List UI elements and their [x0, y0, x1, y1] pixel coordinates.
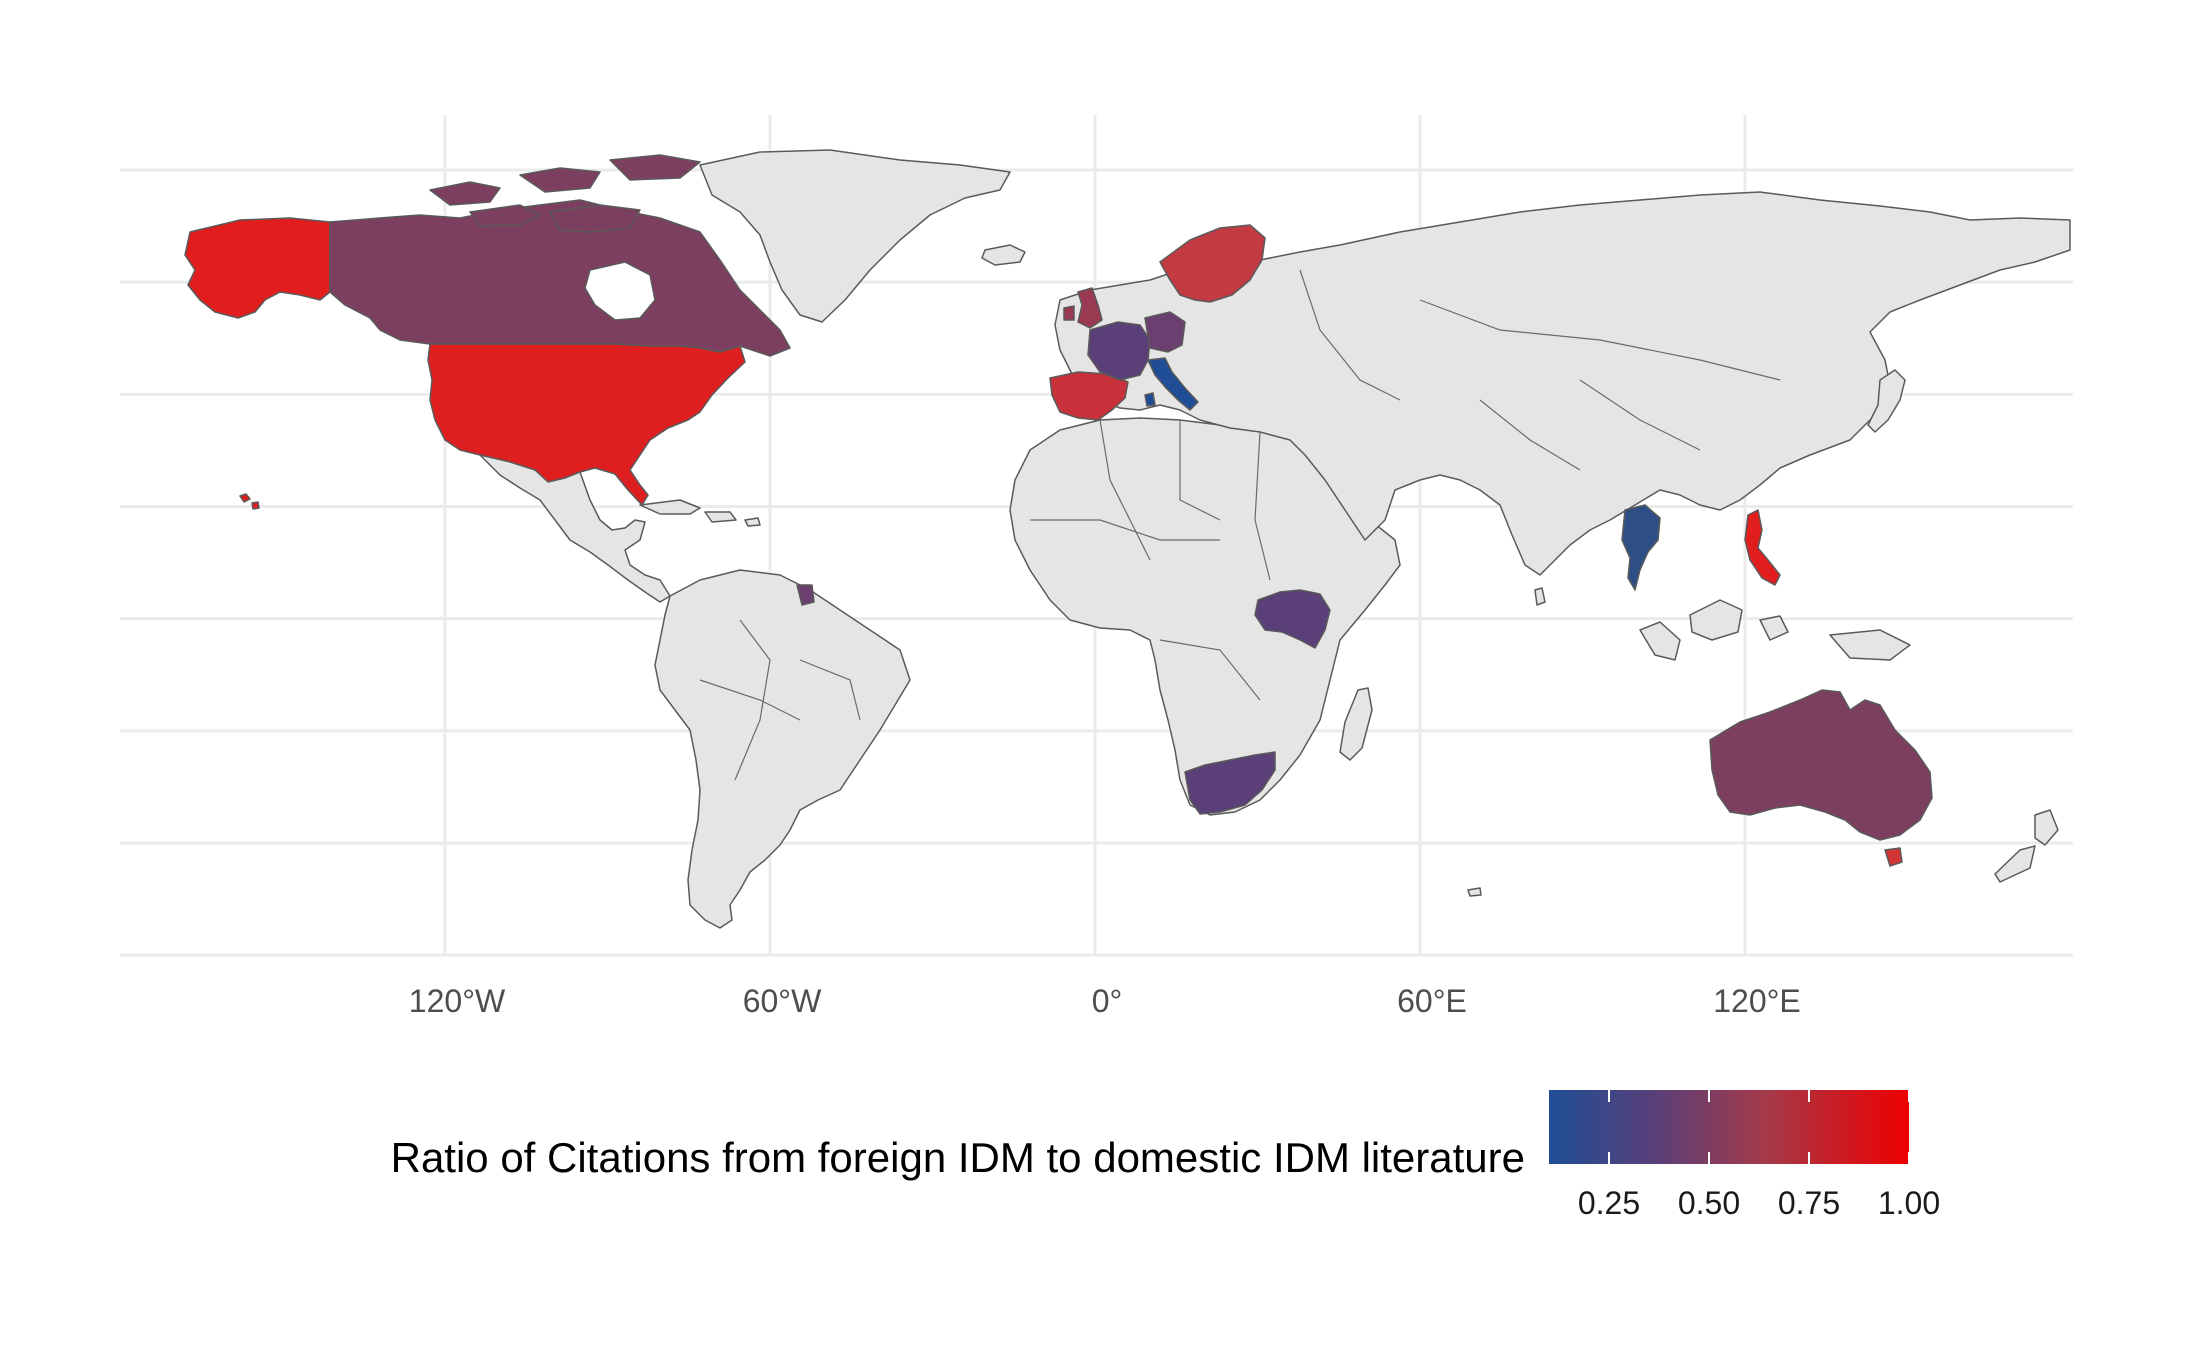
- legend-tick-label: 0.75: [1778, 1185, 1840, 1221]
- country-borders: [699, 269, 1781, 781]
- country-philippines: [1744, 509, 1781, 586]
- country-thailand: [1621, 504, 1661, 591]
- country-japan: [1867, 369, 1906, 433]
- country-germany: [1144, 311, 1186, 353]
- country-hawaii: [239, 493, 260, 510]
- country-canada: [329, 199, 791, 357]
- x-tick-label: 120°E: [1713, 983, 1801, 1019]
- country-new-zealand: [1994, 809, 2059, 883]
- country-suriname: [796, 584, 815, 606]
- legend-tick-label: 0.25: [1578, 1185, 1640, 1221]
- x-tick-label: 60°W: [743, 983, 822, 1019]
- country-united-kingdom: [1063, 287, 1103, 329]
- country-kenya-uganda: [1254, 589, 1331, 649]
- country-south-africa: [1184, 751, 1276, 815]
- country-alaska: [184, 217, 331, 319]
- country-madagascar: [1339, 687, 1373, 761]
- country-france: [1087, 321, 1151, 381]
- region-caribbean: [639, 499, 761, 527]
- country-united-states: [427, 343, 746, 506]
- country-italy: [1144, 357, 1199, 411]
- canada-arctic-islands: [429, 154, 701, 233]
- land-layer: [184, 149, 2071, 929]
- region-mexico-central-america: [479, 454, 671, 603]
- legend-ticks: 0.25 0.50 0.75 1.00: [1578, 1090, 1940, 1221]
- region-eurasia: [1054, 191, 2071, 576]
- color-legend: Ratio of Citations from foreign IDM to d…: [391, 1090, 1940, 1221]
- country-tasmania: [1884, 847, 1903, 867]
- country-spain: [1049, 371, 1129, 421]
- x-tick-label: 0°: [1092, 983, 1123, 1019]
- country-sri-lanka: [1534, 587, 1546, 606]
- x-tick-label: 60°E: [1397, 983, 1467, 1019]
- legend-tick-label: 0.50: [1678, 1185, 1740, 1221]
- country-iceland: [981, 244, 1026, 266]
- legend-title: Ratio of Citations from foreign IDM to d…: [391, 1134, 1525, 1181]
- antarctic-fragment: [1467, 887, 1482, 897]
- hudson-bay: [584, 261, 656, 321]
- legend-color-bar: [1549, 1090, 1909, 1164]
- region-south-america: [654, 569, 911, 929]
- legend-tick-label: 1.00: [1878, 1185, 1940, 1221]
- country-australia: [1709, 689, 1933, 841]
- country-greenland: [699, 149, 1011, 323]
- country-sweden-finland: [1159, 224, 1266, 303]
- x-axis-tick-labels: 120°W 60°W 0° 60°E 120°E: [409, 983, 1801, 1019]
- x-tick-label: 120°W: [409, 983, 506, 1019]
- region-maritime-southeast-asia: [1639, 599, 1911, 661]
